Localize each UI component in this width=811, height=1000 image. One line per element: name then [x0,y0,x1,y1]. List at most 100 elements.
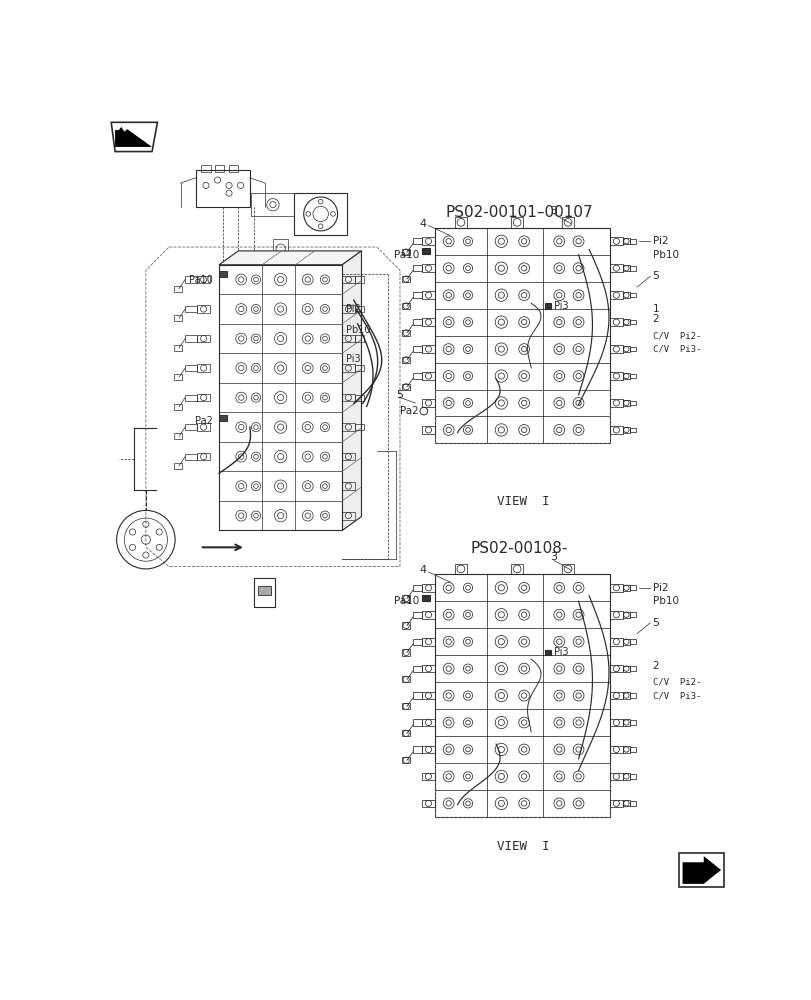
Bar [185,365,197,371]
Bar [622,373,629,379]
Text: 1: 1 [652,304,659,314]
Text: Pi3: Pi3 [554,301,569,311]
Bar [185,335,197,342]
Text: 2: 2 [652,314,659,324]
Bar [401,330,410,336]
Bar [609,800,622,807]
Bar [609,692,622,699]
Text: Pb10: Pb10 [345,325,370,335]
Bar [679,853,723,887]
Bar [622,346,629,352]
Bar [215,165,224,172]
Bar [434,228,609,443]
Bar [422,611,434,619]
Bar [413,319,422,325]
Bar [609,719,622,726]
Bar [629,639,636,644]
Bar [354,424,363,430]
Bar [174,463,182,469]
Bar [413,585,422,591]
Bar [201,165,210,172]
Bar [561,564,573,574]
Bar [422,372,434,380]
Bar [422,248,430,254]
Bar [622,746,629,753]
Bar [401,757,410,763]
Text: Pb10: Pb10 [652,596,678,606]
Bar [629,428,636,432]
Text: VIEW  I: VIEW I [496,840,549,853]
Bar [422,426,434,434]
Text: 5: 5 [652,271,659,281]
Bar [401,595,410,602]
Polygon shape [341,251,361,530]
Bar [401,730,410,736]
Bar [257,586,271,595]
Bar [622,773,629,780]
Bar [422,638,434,646]
Bar [609,746,622,753]
Bar [413,666,422,672]
Bar [174,433,182,439]
Bar [609,318,622,326]
Bar [197,453,209,460]
Text: 2: 2 [652,661,659,671]
Bar [510,217,522,228]
Polygon shape [219,251,361,265]
Bar [422,399,434,407]
Bar [434,389,609,443]
Bar [544,650,551,655]
Bar [229,165,238,172]
Text: C/V  Pi3-: C/V Pi3- [652,345,700,354]
Bar [413,692,422,699]
Bar [454,217,466,228]
Text: Pi2: Pi2 [652,583,667,593]
Text: Pi3: Pi3 [345,354,360,364]
Text: 5: 5 [652,618,659,628]
Bar [422,345,434,353]
Text: C/V  Pi2-: C/V Pi2- [652,331,700,340]
Bar [629,612,636,617]
Bar [354,365,363,371]
Bar [561,217,573,228]
Bar [401,357,410,363]
Bar [622,238,629,244]
Bar [422,318,434,326]
Bar [622,319,629,325]
Polygon shape [115,127,152,147]
Bar [197,394,209,401]
Bar [422,692,434,699]
Bar [629,374,636,378]
Bar [422,291,434,299]
Bar [422,800,434,807]
Bar [401,249,410,255]
Bar [413,612,422,618]
Bar [413,373,422,379]
Bar [629,720,636,725]
Bar [401,622,410,629]
Bar [401,649,410,656]
Bar [629,666,636,671]
Bar [197,423,209,431]
Bar [422,773,434,780]
Bar [510,564,522,574]
Bar [185,306,197,312]
Bar [544,303,551,309]
Bar [195,170,250,207]
Bar [622,692,629,699]
Text: Pa2: Pa2 [400,406,418,416]
Bar [422,584,434,592]
Bar [629,293,636,297]
Bar [422,237,434,245]
Bar [197,364,209,372]
Bar [434,574,609,817]
Bar [622,666,629,672]
Text: C/V  Pi3-: C/V Pi3- [652,691,700,700]
Bar [341,482,354,490]
Bar [454,564,466,574]
Bar [629,320,636,324]
Bar [609,638,622,646]
Bar [609,773,622,780]
Bar [629,266,636,271]
Bar [629,401,636,405]
